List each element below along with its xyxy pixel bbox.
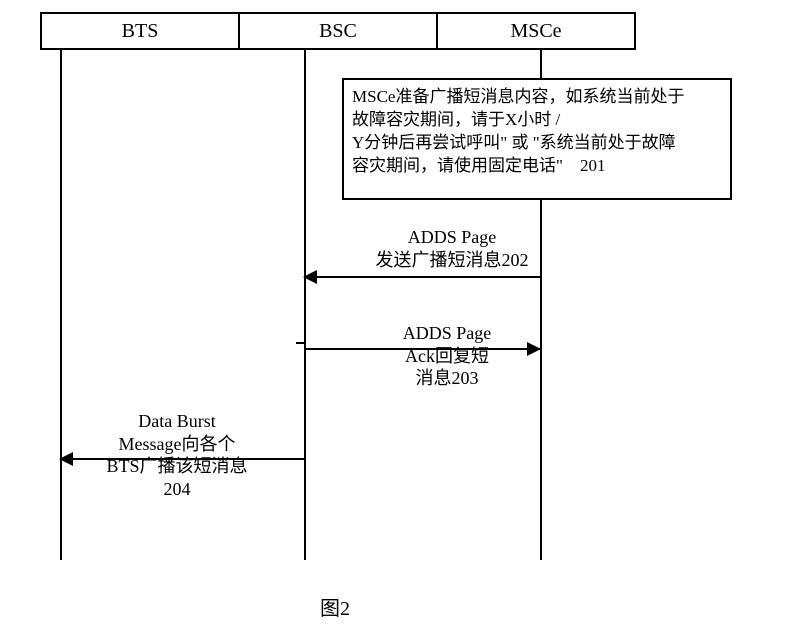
header-cell-msce: MSCe	[436, 14, 634, 48]
msce-box-line1: MSCe准备广播短消息内容，如系统当前处于	[352, 86, 722, 109]
arrow-head-left-icon	[59, 452, 73, 466]
arrow-head-left-icon	[303, 270, 317, 284]
msce-box-line4: 容灾期间，请使用固定电话" 201	[352, 155, 722, 178]
lifeline-bts	[60, 50, 62, 560]
msg-203-label: ADDS Page Ack回复短 消息203	[352, 322, 542, 390]
arrow-202	[304, 276, 540, 278]
arrow-204	[60, 458, 304, 460]
lifeline-msce-top	[540, 50, 542, 78]
header-cell-bsc: BSC	[238, 14, 436, 48]
msg-204-label: Data Burst Message向各个 BTS广播该短消息 204	[72, 410, 282, 500]
figure-caption: 图2	[320, 592, 350, 621]
msg-202-ref: 202	[502, 250, 529, 270]
msg-202-line1: ADDS Page	[342, 226, 562, 249]
arrow-head-right-icon	[527, 342, 541, 356]
tick-203	[296, 342, 304, 344]
msg-204-ref: 204	[72, 478, 282, 501]
msg-202-line2: 发送广播短消息202	[342, 249, 562, 272]
msce-prep-box: MSCe准备广播短消息内容，如系统当前处于 故障容灾期间，请于X小时 / Y分钟…	[342, 78, 732, 200]
msg-204-line2: Message向各个	[72, 433, 282, 456]
header-cell-bts: BTS	[42, 14, 238, 48]
msg-202-label: ADDS Page 发送广播短消息202	[342, 226, 562, 271]
lifeline-bsc	[304, 50, 306, 560]
diagram-canvas: BTS BSC MSCe MSCe准备广播短消息内容，如系统当前处于 故障容灾期…	[0, 0, 800, 629]
msce-box-ref: 201	[580, 156, 606, 175]
msg-204-line1: Data Burst	[72, 410, 282, 433]
arrow-203	[304, 348, 540, 350]
msg-203-line3: 消息203	[352, 367, 542, 390]
msce-box-line2: 故障容灾期间，请于X小时 /	[352, 109, 722, 132]
msg-203-line1: ADDS Page	[352, 322, 542, 345]
msce-box-line3: Y分钟后再尝试呼叫" 或 "系统当前处于故障	[352, 132, 722, 155]
tick-204	[304, 458, 306, 460]
header-row: BTS BSC MSCe	[40, 12, 636, 50]
